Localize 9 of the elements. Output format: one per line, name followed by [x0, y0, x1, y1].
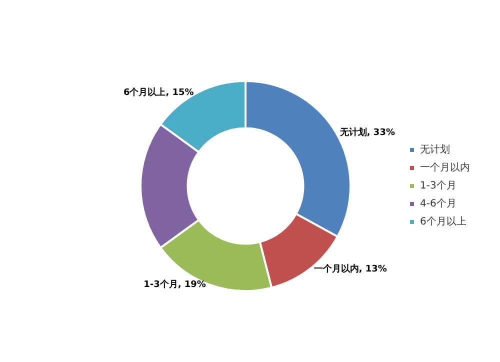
legend-label: 4-6个月: [420, 198, 456, 210]
legend-label: 一个月以内: [420, 162, 470, 174]
data-label: 1-3个月, 19%: [144, 279, 206, 290]
data-label: 6个月以上, 15%: [123, 86, 194, 98]
data-label: 一个月以内, 13%: [314, 263, 387, 274]
data-label: 无计划, 33%: [338, 126, 395, 138]
legend-label: 无计划: [420, 144, 450, 156]
legend-label: 1-3个月: [420, 180, 456, 192]
legend-label: 6个月以上: [420, 216, 466, 228]
